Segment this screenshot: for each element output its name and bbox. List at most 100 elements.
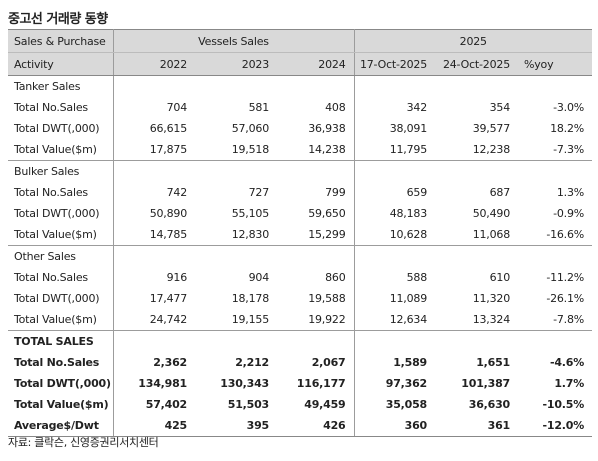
header-col-2022: 2022 xyxy=(113,52,195,76)
table-row: Total Value($m) 57,402 51,503 49,459 35,058 3… xyxy=(8,394,592,415)
value-cell: 17,875 xyxy=(149,143,187,156)
empty-cell xyxy=(195,330,277,352)
section-header-row: Bulker Sales xyxy=(8,160,593,182)
row-label: Total Value($m) xyxy=(8,394,114,415)
empty-cell xyxy=(113,330,195,352)
empty-cell xyxy=(354,160,435,182)
value-cell: 36,938 xyxy=(277,118,355,139)
table-row: Total DWT(,000) 134,981 130,343 116,177 97,3… xyxy=(8,373,592,394)
value-cell: 1,589 xyxy=(393,356,427,369)
value-cell: 11,795 xyxy=(389,143,427,156)
header-col-2024: 2024 xyxy=(277,52,355,76)
value-cell: 19,588 xyxy=(277,288,355,309)
header-activity: Activity xyxy=(8,52,114,76)
yoy-cell: 1.3% xyxy=(556,186,585,199)
header-2025: 2025 xyxy=(354,29,593,53)
section-title: Bulker Sales xyxy=(8,160,114,182)
table-row: Total No.Sales 742 727 799 659 687 1.3% xyxy=(8,182,592,203)
value-cell: 11,068 xyxy=(472,228,510,241)
value-cell: 354 xyxy=(489,101,511,114)
value-cell: 14,785 xyxy=(149,228,187,241)
table-row: Total DWT(,000) 66,615 57,060 36,938 38,091 3… xyxy=(8,118,592,139)
row-label: Total DWT(,000) xyxy=(8,203,114,224)
value-cell: 704 xyxy=(166,101,188,114)
value-cell: 57,402 xyxy=(145,398,187,411)
value-cell: 17,477 xyxy=(149,292,187,305)
section-title: Tanker Sales xyxy=(8,75,114,97)
row-label: Total Value($m) xyxy=(8,309,114,331)
value-cell: 14,238 xyxy=(277,139,355,161)
empty-cell xyxy=(518,160,593,182)
row-label: Total DWT(,000) xyxy=(8,288,114,309)
value-cell: 2,067 xyxy=(277,352,355,373)
empty-cell xyxy=(354,75,435,97)
yoy-cell: -12.0% xyxy=(518,415,593,437)
empty-cell xyxy=(195,160,277,182)
section-header-row: TOTAL SALES xyxy=(8,330,593,352)
empty-cell xyxy=(435,75,518,97)
section-title: TOTAL SALES xyxy=(8,330,114,352)
value-cell: 727 xyxy=(248,186,270,199)
empty-cell xyxy=(277,245,355,267)
empty-cell xyxy=(435,245,518,267)
value-cell: 360 xyxy=(354,415,435,437)
value-cell: 659 xyxy=(406,186,428,199)
value-cell: 12,634 xyxy=(389,313,427,326)
value-cell: 610 xyxy=(489,271,511,284)
empty-cell xyxy=(518,330,593,352)
value-cell: 18,178 xyxy=(231,292,269,305)
yoy-cell: -16.6% xyxy=(546,228,585,241)
value-cell: 57,060 xyxy=(231,122,269,135)
empty-cell xyxy=(113,245,195,267)
value-cell: 426 xyxy=(277,415,355,437)
value-cell: 581 xyxy=(248,101,270,114)
yoy-cell: -0.9% xyxy=(553,207,585,220)
value-cell: 2,362 xyxy=(153,356,187,369)
value-cell: 48,183 xyxy=(389,207,427,220)
value-cell: 2,212 xyxy=(235,356,269,369)
value-cell: 916 xyxy=(166,271,188,284)
row-label: Total DWT(,000) xyxy=(8,118,114,139)
empty-cell xyxy=(435,160,518,182)
yoy-cell: 1.7% xyxy=(554,377,585,390)
yoy-cell: 18.2% xyxy=(550,122,585,135)
header-col-24-oct-2025: 24-Oct-2025 xyxy=(435,52,518,76)
value-cell: 10,628 xyxy=(389,228,427,241)
value-cell: 13,324 xyxy=(472,313,510,326)
value-cell: 11,089 xyxy=(389,292,427,305)
value-cell: 1,651 xyxy=(476,356,510,369)
table-row: Total No.Sales 916 904 860 588 610 -11.2% xyxy=(8,267,592,288)
vessel-sales-table: Sales & Purchase Vessels Sales 2025 Acti… xyxy=(8,29,593,437)
table-row: Total Value($m) 14,785 12,830 15,299 10,628 1… xyxy=(8,224,592,246)
value-cell: 49,459 xyxy=(277,394,355,415)
value-cell: 342 xyxy=(406,101,428,114)
value-cell: 799 xyxy=(277,182,355,203)
total-sales-section: TOTAL SALES Total No.Sales 2,362 2,212 2,067… xyxy=(8,330,593,437)
tanker-sales-section: Tanker Sales Total No.Sales 704 581 408 342 35… xyxy=(8,75,593,161)
value-cell: 19,155 xyxy=(231,313,269,326)
value-cell: 12,238 xyxy=(472,143,510,156)
empty-cell xyxy=(277,160,355,182)
section-header-row: Tanker Sales xyxy=(8,75,593,97)
value-cell: 59,650 xyxy=(277,203,355,224)
row-label: Total No.Sales xyxy=(8,352,114,373)
table-row: Total DWT(,000) 50,890 55,105 59,650 48,183 5… xyxy=(8,203,592,224)
header-col-2023: 2023 xyxy=(195,52,277,76)
bulker-sales-section: Bulker Sales Total No.Sales 742 727 799 659 68… xyxy=(8,160,593,246)
value-cell: 66,615 xyxy=(149,122,187,135)
row-label: Total No.Sales xyxy=(8,182,114,203)
section-header-row: Other Sales xyxy=(8,245,593,267)
value-cell: 361 xyxy=(435,415,518,437)
empty-cell xyxy=(195,245,277,267)
row-label: Total No.Sales xyxy=(8,267,114,288)
row-label: Total Value($m) xyxy=(8,139,114,161)
table-title: 중고선 거래량 동향 xyxy=(8,12,108,27)
table-row: Total DWT(,000) 17,477 18,178 19,588 11,089 1… xyxy=(8,288,592,309)
value-cell: 425 xyxy=(113,415,195,437)
section-title: Other Sales xyxy=(8,245,114,267)
value-cell: 860 xyxy=(277,267,355,288)
other-sales-section: Other Sales Total No.Sales 916 904 860 588 610… xyxy=(8,245,593,331)
value-cell: 101,387 xyxy=(461,377,510,390)
empty-cell xyxy=(518,245,593,267)
value-cell: 116,177 xyxy=(277,373,355,394)
